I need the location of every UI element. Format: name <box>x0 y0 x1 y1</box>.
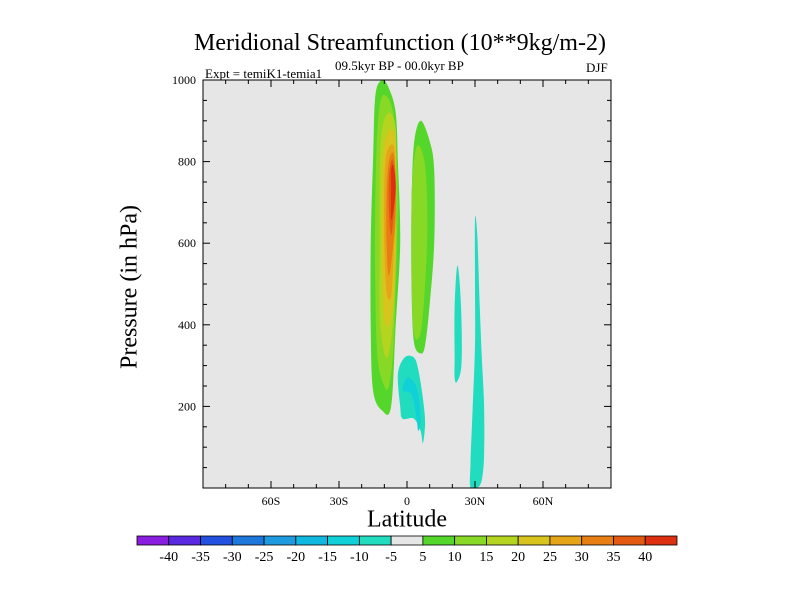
colorbar-label: 35 <box>606 550 620 565</box>
colorbar: -40 -35 -30 -25 -20 -15 -10 -5 5 10 15 20 25 30 35 40 <box>136 535 678 565</box>
colorbar-swatch-8 <box>390 535 424 546</box>
period-label: 09.5kyr BP - 00.0kyr BP <box>335 58 464 73</box>
contour-region-7 <box>390 164 396 220</box>
contour-region-9 <box>411 145 428 340</box>
y-tick-label: 800 <box>178 155 196 169</box>
colorbar-swatch-3 <box>231 535 265 546</box>
contour-region-12 <box>469 215 485 488</box>
x-tick-label: 30S <box>330 494 349 508</box>
colorbar-swatch-14 <box>581 535 614 546</box>
colorbar-swatch-9 <box>422 535 456 546</box>
plot-background <box>203 80 611 488</box>
colorbar-label: 30 <box>575 550 589 565</box>
y-tick-label: 600 <box>178 236 196 250</box>
experiment-label: Expt = temiK1-temia1 <box>205 66 323 81</box>
colorbar-label: 20 <box>511 550 525 565</box>
colorbar-swatch-0 <box>136 535 170 546</box>
y-tick-label: 1000 <box>172 73 196 87</box>
colorbar-label: 15 <box>479 550 493 565</box>
colorbar-swatch-1 <box>168 535 201 546</box>
colorbar-label: -30 <box>223 550 242 565</box>
colorbar-label: -35 <box>191 550 210 565</box>
x-tick-label: 30N <box>465 494 486 508</box>
colorbar-swatch-10 <box>454 535 487 546</box>
x-tick-label: 0 <box>404 494 410 508</box>
contour-regions <box>370 80 485 488</box>
colorbar-swatch-7 <box>358 535 392 546</box>
colorbar-label: -10 <box>350 550 369 565</box>
colorbar-label: -5 <box>385 550 397 565</box>
colorbar-label: -20 <box>286 550 305 565</box>
contour-region-11 <box>402 377 421 431</box>
colorbar-label: -40 <box>159 550 178 565</box>
colorbar-swatch-16 <box>644 535 678 546</box>
colorbar-label: 40 <box>638 550 652 565</box>
colorbar-swatch-13 <box>549 535 583 546</box>
colorbar-swatch-5 <box>295 535 328 546</box>
colorbar-swatch-11 <box>486 535 519 546</box>
colorbar-swatch-6 <box>327 535 360 546</box>
colorbar-label: -25 <box>255 550 274 565</box>
x-axis-label: Latitude <box>367 506 447 533</box>
colorbar-swatch-15 <box>613 535 646 546</box>
chart-title: Meridional Streamfunction (10**9kg/m-2) <box>194 30 606 56</box>
colorbar-label: 25 <box>543 550 557 565</box>
contour-region-13 <box>454 265 462 383</box>
x-tick-label: 60N <box>533 494 554 508</box>
season-label: DJF <box>586 60 608 75</box>
colorbar-swatch-4 <box>263 535 297 546</box>
colorbar-label: -15 <box>318 550 337 565</box>
colorbar-swatch-2 <box>200 535 233 546</box>
colorbar-swatch-12 <box>517 535 551 546</box>
colorbar-label: 5 <box>419 550 426 565</box>
y-tick-label: 400 <box>178 318 196 332</box>
x-tick-label: 60S <box>262 494 281 508</box>
axis-ticks: 60S 30S 0 30N 60N 200 400 600 800 1000 <box>172 73 611 508</box>
colorbar-label: 10 <box>448 550 462 565</box>
y-tick-label: 200 <box>178 399 196 413</box>
